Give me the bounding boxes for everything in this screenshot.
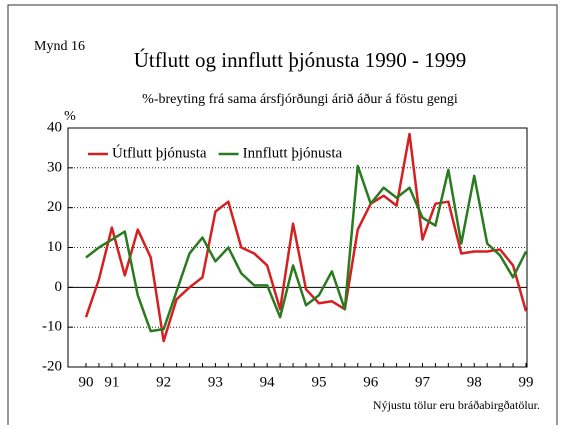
y-tick-label: 20 xyxy=(47,199,62,215)
y-axis-label: % xyxy=(64,109,76,124)
y-tick-label: 10 xyxy=(47,239,62,255)
x-tick-label: 98 xyxy=(467,374,482,390)
x-tick-label: 97 xyxy=(415,374,431,390)
x-tick-label: 99 xyxy=(519,374,534,390)
series-line xyxy=(85,164,528,333)
x-tick-label: 92 xyxy=(156,374,171,390)
y-tick-label: -10 xyxy=(42,319,62,335)
chart-subtitle: %-breyting frá sama ársfjórðungi árið áð… xyxy=(142,92,458,107)
legend-label: Innflutt þjónusta xyxy=(243,145,343,161)
x-tick-label: 94 xyxy=(260,374,276,390)
frame xyxy=(7,4,558,425)
x-tick-label: 91 xyxy=(104,374,119,390)
x-tick-label: 96 xyxy=(363,374,379,390)
y-tick-label: 0 xyxy=(55,279,63,295)
figure-label: Mynd 16 xyxy=(34,39,85,54)
note: Nýjustu tölur eru bráðabirgðatölur. xyxy=(373,398,540,412)
y-tick-label: 30 xyxy=(47,159,62,175)
x-tick-label: 90 xyxy=(79,374,94,390)
chart-title: Útflutt og innflutt þjónusta 1990 - 1999 xyxy=(134,48,466,72)
legend-label: Útflutt þjónusta xyxy=(112,144,207,161)
y-tick-label: 40 xyxy=(47,119,62,135)
series-line xyxy=(84,132,528,343)
x-tick-label: 95 xyxy=(311,374,326,390)
y-tick-label: -20 xyxy=(42,358,62,374)
x-tick-label: 93 xyxy=(208,374,223,390)
